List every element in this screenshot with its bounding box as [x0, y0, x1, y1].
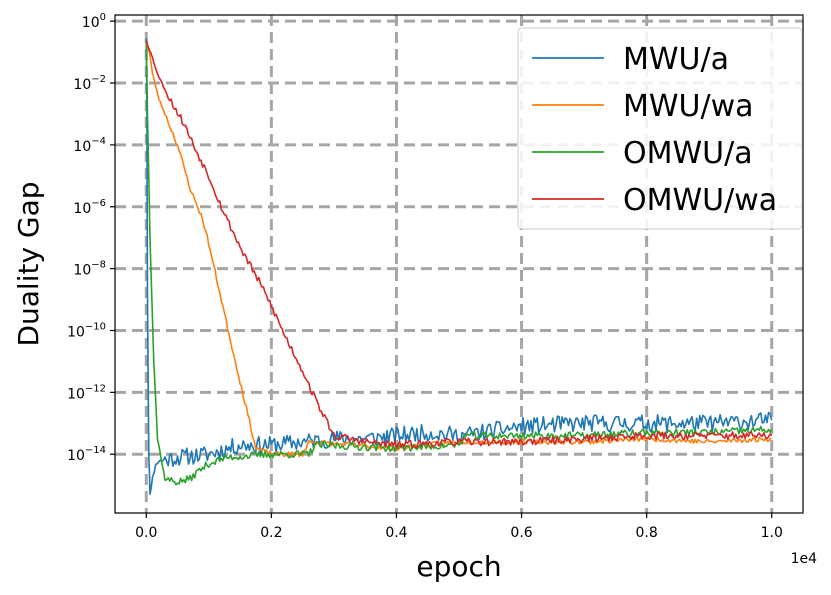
- grid: [115, 15, 803, 513]
- x-tick-label: 0.0: [135, 525, 157, 541]
- ticks: 0.0 0.2 0.4 0.6 0.8 1.0 100 10−2 10−4 10−6 10−8 10−…: [67, 12, 783, 541]
- series-line-mwu-a: [145, 38, 773, 495]
- series-line-omwu-a: [145, 40, 773, 486]
- legend-label: OMWU/wa: [623, 183, 777, 218]
- x-tick-label: 0.6: [510, 525, 532, 541]
- y-tick-label: 10−10: [67, 322, 106, 341]
- x-tick-label: 0.8: [636, 525, 658, 541]
- legend: MWU/a MWU/wa OMWU/a OMWU/wa: [517, 27, 803, 230]
- y-tick-label: 10−14: [67, 445, 106, 464]
- x-tick-label: 0.4: [385, 525, 407, 541]
- y-tick-label: 10−2: [73, 74, 106, 93]
- legend-box: [517, 27, 803, 230]
- plot-frame: [114, 14, 804, 514]
- y-tick-label: 10−4: [73, 136, 106, 155]
- y-tick-label: 100: [82, 12, 106, 31]
- series-lines: [145, 38, 773, 495]
- series-line-omwu-wa: [145, 40, 773, 449]
- x-axis-offset-label: 1e4: [791, 551, 818, 567]
- x-tick-label: 0.2: [260, 525, 282, 541]
- y-tick-label: 10−12: [67, 383, 106, 402]
- x-axis-label: epoch: [416, 550, 501, 583]
- y-axis-label: Duality Gap: [12, 181, 45, 346]
- legend-label: MWU/a: [623, 42, 729, 77]
- axes: [114, 14, 804, 514]
- legend-label: OMWU/a: [623, 136, 753, 171]
- legend-label: MWU/wa: [623, 89, 754, 124]
- x-tick-label: 1.0: [761, 525, 783, 541]
- series-line-mwu-wa: [145, 43, 772, 458]
- y-tick-label: 10−8: [73, 260, 106, 279]
- y-tick-label: 10−6: [73, 198, 106, 217]
